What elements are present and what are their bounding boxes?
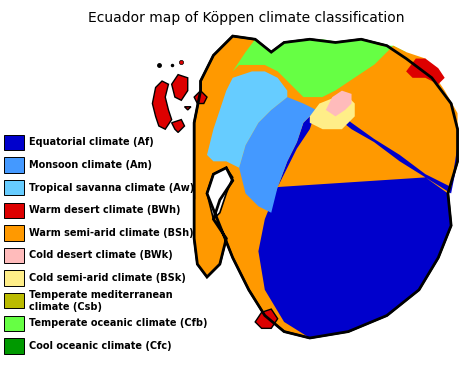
Text: Temperate oceanic climate (Cfb): Temperate oceanic climate (Cfb) — [29, 318, 208, 328]
FancyBboxPatch shape — [4, 135, 24, 150]
Polygon shape — [239, 97, 316, 213]
Text: Warm desert climate (BWh): Warm desert climate (BWh) — [29, 205, 181, 215]
FancyBboxPatch shape — [4, 338, 24, 354]
Polygon shape — [207, 168, 233, 219]
Polygon shape — [258, 58, 457, 338]
Polygon shape — [255, 309, 278, 328]
Polygon shape — [323, 46, 457, 187]
Polygon shape — [172, 120, 184, 132]
Polygon shape — [172, 74, 188, 100]
Text: Monsoon climate (Am): Monsoon climate (Am) — [29, 160, 152, 170]
Text: Warm semi-arid climate (BSh): Warm semi-arid climate (BSh) — [29, 228, 194, 238]
Text: Tropical savanna climate (Aw): Tropical savanna climate (Aw) — [29, 182, 195, 193]
FancyBboxPatch shape — [4, 225, 24, 241]
Polygon shape — [184, 107, 191, 110]
Polygon shape — [326, 91, 352, 116]
Polygon shape — [310, 97, 355, 129]
FancyBboxPatch shape — [4, 157, 24, 173]
Polygon shape — [233, 39, 406, 97]
FancyBboxPatch shape — [4, 180, 24, 195]
FancyBboxPatch shape — [4, 293, 24, 308]
Polygon shape — [194, 36, 457, 338]
Polygon shape — [406, 58, 445, 84]
Text: Cold desert climate (BWk): Cold desert climate (BWk) — [29, 250, 173, 261]
Polygon shape — [153, 81, 172, 129]
FancyBboxPatch shape — [4, 316, 24, 331]
FancyBboxPatch shape — [4, 270, 24, 286]
Text: Equatorial climate (Af): Equatorial climate (Af) — [29, 137, 154, 147]
Text: Cool oceanic climate (Cfc): Cool oceanic climate (Cfc) — [29, 341, 172, 351]
Polygon shape — [207, 72, 287, 168]
Polygon shape — [194, 91, 207, 104]
FancyBboxPatch shape — [4, 248, 24, 263]
Polygon shape — [194, 193, 226, 277]
Text: Ecuador map of Köppen climate classification: Ecuador map of Köppen climate classifica… — [88, 11, 405, 25]
FancyBboxPatch shape — [4, 203, 24, 218]
Text: Temperate mediterranean
climate (Csb): Temperate mediterranean climate (Csb) — [29, 290, 173, 312]
Text: Cold semi-arid climate (BSk): Cold semi-arid climate (BSk) — [29, 273, 186, 283]
